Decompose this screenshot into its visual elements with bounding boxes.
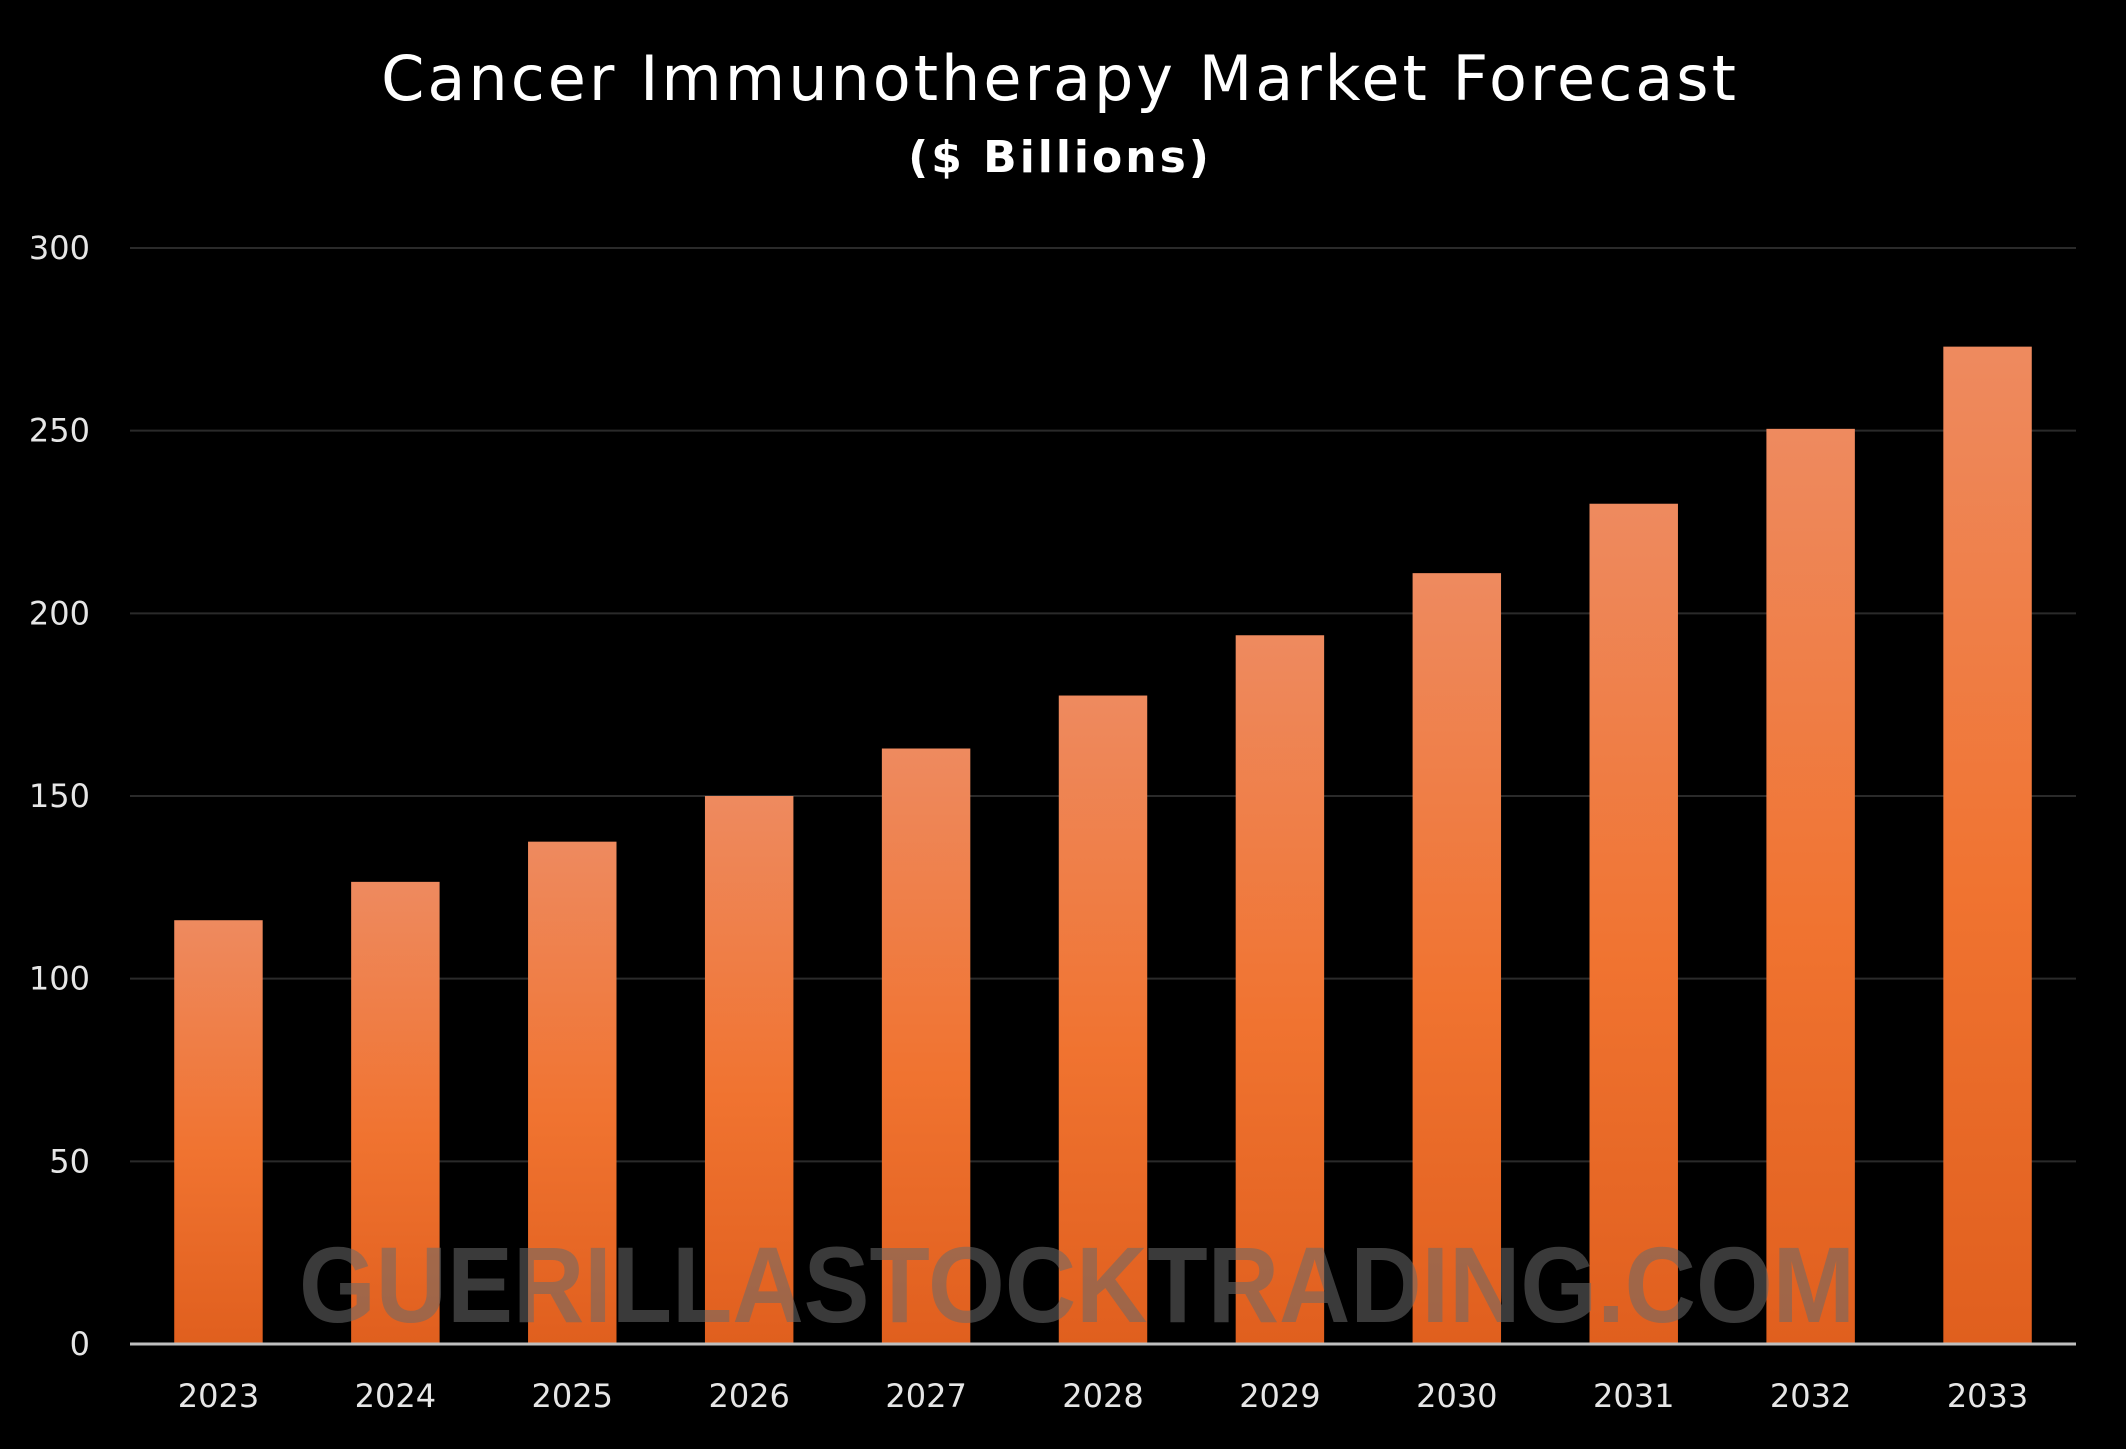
bar-2023 — [174, 920, 263, 1344]
y-axis-tick-labels: 0 50 100 150 200 250 300 — [29, 229, 90, 1363]
y-tick-label: 200 — [29, 594, 90, 632]
x-tick-label: 2033 — [1947, 1377, 2028, 1415]
y-tick-label: 250 — [29, 412, 90, 450]
bar-2031 — [1589, 503, 1678, 1344]
x-tick-label: 2025 — [532, 1377, 613, 1415]
bar-2033 — [1943, 346, 2032, 1344]
x-axis-tick-labels: 2023 2024 2025 2026 2027 2028 2029 2030 2031 2032… — [178, 1377, 2029, 1415]
bar-2026 — [704, 796, 794, 1344]
bar-2029 — [1235, 635, 1325, 1344]
x-tick-label: 2030 — [1416, 1377, 1497, 1415]
bar-2027 — [881, 748, 971, 1344]
x-tick-label: 2032 — [1770, 1377, 1851, 1415]
y-tick-label: 100 — [29, 960, 90, 998]
x-tick-label: 2024 — [355, 1377, 436, 1415]
x-tick-label: 2027 — [885, 1377, 966, 1415]
chart-title: Cancer Immunotherapy Market Forecast — [381, 42, 1739, 115]
bar-2024 — [351, 881, 440, 1344]
y-tick-label: 50 — [49, 1142, 90, 1180]
bars — [174, 346, 2032, 1345]
watermark-text: GUERILLASTOCKTRADING.COM — [299, 1224, 1855, 1345]
y-tick-label: 150 — [29, 777, 90, 815]
chart-subtitle: ($ Billions) — [908, 132, 1212, 183]
x-tick-label: 2028 — [1062, 1377, 1143, 1415]
x-tick-label: 2026 — [708, 1377, 789, 1415]
x-tick-label: 2029 — [1239, 1377, 1320, 1415]
x-tick-label: 2031 — [1593, 1377, 1674, 1415]
y-tick-label: 0 — [70, 1325, 90, 1363]
bar-2025 — [528, 841, 617, 1344]
bar-2030 — [1412, 573, 1502, 1344]
bar-2028 — [1058, 695, 1148, 1344]
y-tick-label: 300 — [29, 229, 90, 267]
x-tick-label: 2023 — [178, 1377, 259, 1415]
bar-2032 — [1766, 428, 1855, 1345]
